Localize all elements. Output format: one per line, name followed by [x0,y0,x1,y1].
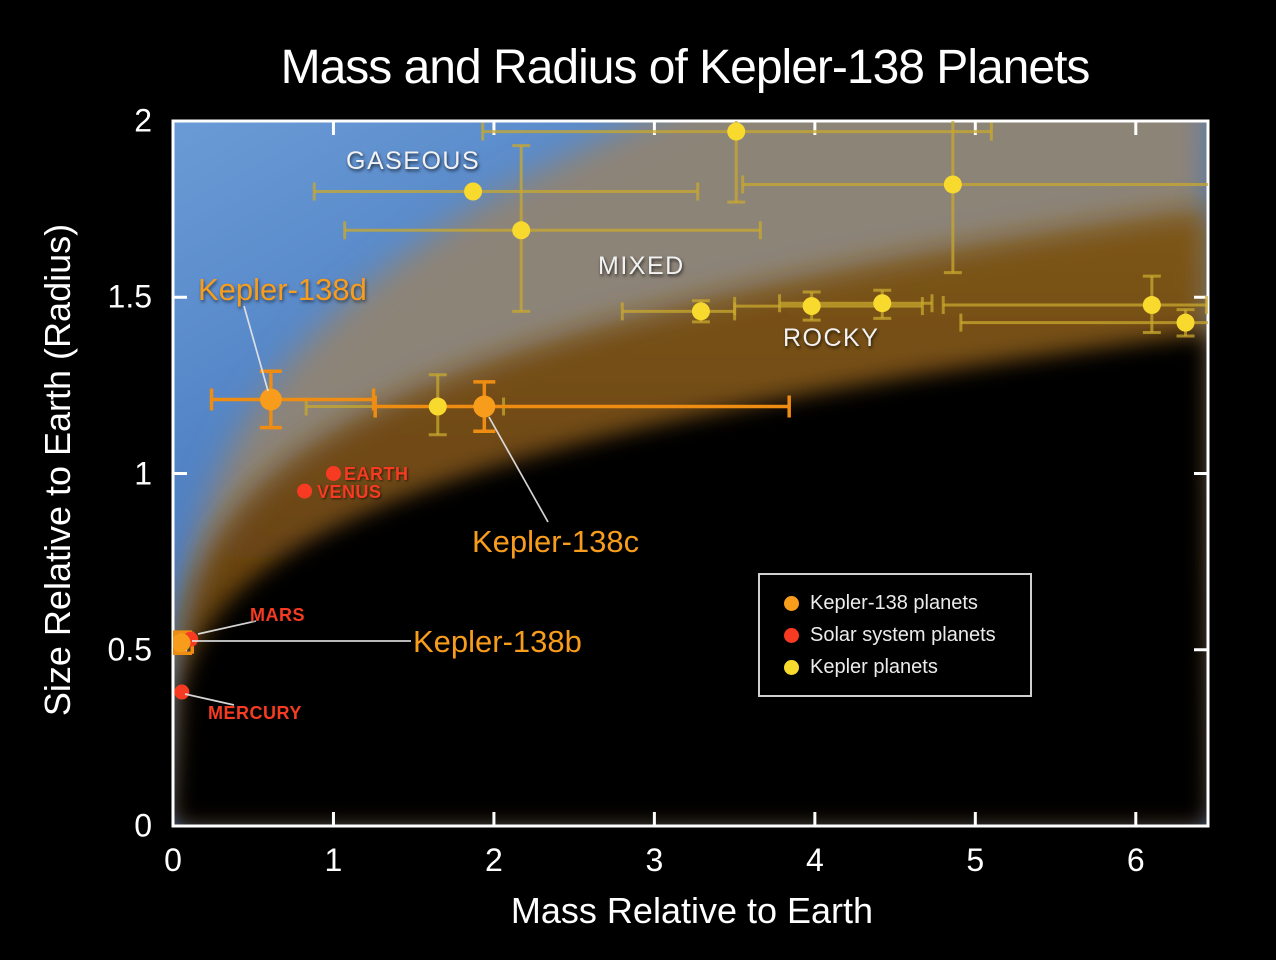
legend-item-label: Kepler planets [810,655,938,678]
data-point-mercury [174,684,190,700]
y-tick-label: 1.5 [107,278,152,315]
legend-item-solar-system: Solar system planets [784,624,1030,647]
y-tick-label: 2 [134,102,152,139]
region-black [173,333,1208,826]
label-mars: MARS [250,605,305,625]
data-point-venus [297,483,313,499]
data-point [691,302,710,321]
label-earth: EARTH [344,464,409,484]
callout-mars [197,620,257,635]
region-label-rocky: ROCKY [783,324,880,352]
legend-dot-yellow-icon [784,659,799,675]
label-kepler-138d: Kepler-138d [198,272,367,307]
plot-regions [173,121,1208,826]
data-point [873,294,892,313]
legend-item-kepler-planets: Kepler planets [784,656,1030,679]
data-point-earth [325,466,341,481]
legend: Kepler-138 planets Solar system planets … [758,573,1032,697]
legend-item-label: Kepler-138 planets [810,591,978,614]
x-tick-label: 3 [645,842,664,878]
x-tick-label: 2 [485,842,503,878]
data-point [802,297,821,316]
legend-item-kepler-138: Kepler-138 planets [784,592,1030,615]
x-axis-title: Mass Relative to Earth [510,890,874,931]
data-point-kepler-138b [173,633,191,653]
data-point [943,175,962,194]
data-points [173,122,1195,700]
label-venus: VENUS [317,482,382,502]
callout-kepler-138c [488,416,549,523]
callout-kepler-138d [243,305,269,392]
region-label-gaseous: GASEOUS [346,147,481,175]
y-tick-label: 0 [134,807,152,844]
x-tick-label: 0 [164,842,182,878]
data-point-kepler-138d [259,388,282,411]
region-label-mixed: MIXED [598,252,685,280]
label-kepler-138b: Kepler-138b [413,624,582,659]
label-mercury: MERCURY [208,703,302,723]
x-tick-label: 1 [324,842,343,878]
data-point [1142,296,1161,315]
chart-title: Mass and Radius of Kepler-138 Planets [280,41,1091,94]
x-tick-label: 6 [1126,842,1145,878]
data-point [727,122,746,141]
y-tick-label: 1 [134,455,152,491]
legend-dot-orange-icon [784,595,799,611]
data-point [464,182,483,201]
data-point [512,221,531,240]
legend-item-label: Solar system planets [810,623,996,646]
callout-mercury [184,693,235,706]
label-kepler-138c: Kepler-138c [472,524,640,559]
y-axis-title: Size Relative to Earth (Radius) [37,223,78,717]
data-point-kepler-138c [473,395,496,418]
legend-dot-red-icon [784,627,799,643]
x-tick-label: 4 [805,842,824,878]
x-tick-label: 5 [966,842,985,878]
data-point [428,397,447,416]
callout-lines [184,305,549,706]
y-tick-label: 0.5 [107,631,152,668]
data-point [1176,313,1195,332]
